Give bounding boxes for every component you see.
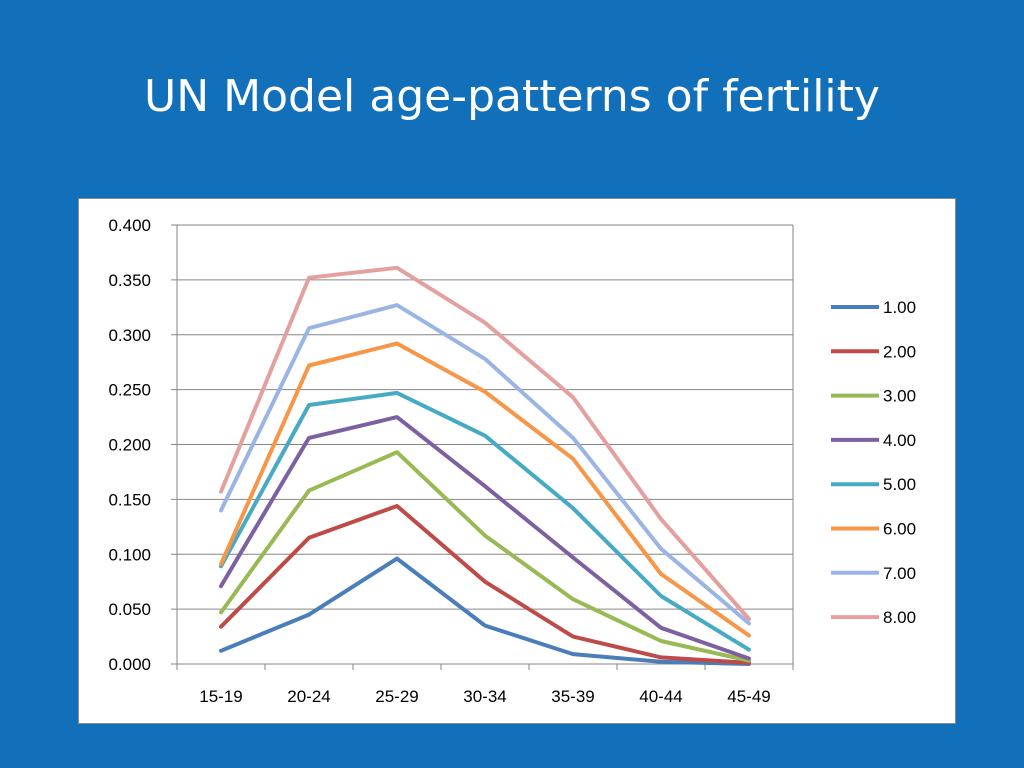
x-tick-label: 25-29	[375, 687, 418, 706]
x-tick-label: 40-44	[639, 687, 682, 706]
x-tick-label: 35-39	[551, 687, 594, 706]
gridlines	[177, 224, 793, 610]
legend-label: 1.00	[883, 298, 916, 317]
y-tick-labels: 0.000 0.050 0.100 0.150 0.200 0.250 0.300 0.350…	[108, 216, 151, 674]
x-tick-label: 45-49	[727, 687, 770, 706]
x-tick-label: 30-34	[463, 687, 506, 706]
legend-label: 3.00	[883, 387, 916, 406]
y-tick-label: 0.150	[108, 490, 151, 509]
y-tick-label: 0.200	[108, 436, 151, 455]
y-tick-label: 0.300	[108, 326, 151, 345]
legend-label: 8.00	[883, 608, 916, 627]
legend-label: 7.00	[883, 564, 916, 583]
y-tick-label: 0.000	[108, 655, 151, 674]
y-tick-label: 0.350	[108, 271, 151, 290]
fertility-line-chart: 0.000 0.050 0.100 0.150 0.200 0.250 0.300 0.350…	[108, 216, 916, 706]
series-line-8.00	[219, 265, 751, 621]
series-line-6.00	[219, 341, 751, 638]
legend-label: 2.00	[883, 342, 916, 361]
x-tick-label: 20-24	[287, 687, 330, 706]
legend: 1.00 2.00 3.00 4.00 5.00 6.00 7.00 8.00	[831, 298, 916, 627]
legend-label: 4.00	[883, 431, 916, 450]
series-line-2.00	[219, 504, 751, 665]
slide-title: UN Model age-patterns of fertility	[144, 71, 880, 122]
series-line-7.00	[219, 303, 751, 626]
chart-frame: 0.000 0.050 0.100 0.150 0.200 0.250 0.300 0.350…	[78, 198, 956, 724]
series-line-4.00	[219, 415, 751, 661]
legend-label: 5.00	[883, 475, 916, 494]
y-tick-label: 0.400	[108, 216, 151, 235]
y-tick-label: 0.050	[108, 600, 151, 619]
y-tick-label: 0.250	[108, 381, 151, 400]
x-tick-label: 15-19	[199, 687, 242, 706]
series-line-5.00	[219, 390, 751, 652]
legend-label: 6.00	[883, 520, 916, 539]
series-line-3.00	[219, 450, 751, 663]
series-lines	[219, 265, 751, 666]
y-tick-label: 0.100	[108, 545, 151, 564]
x-tick-labels: 15-19 20-24 25-29 30-34 35-39 40-44 45-49	[199, 687, 770, 706]
series-line-1.00	[219, 556, 751, 666]
